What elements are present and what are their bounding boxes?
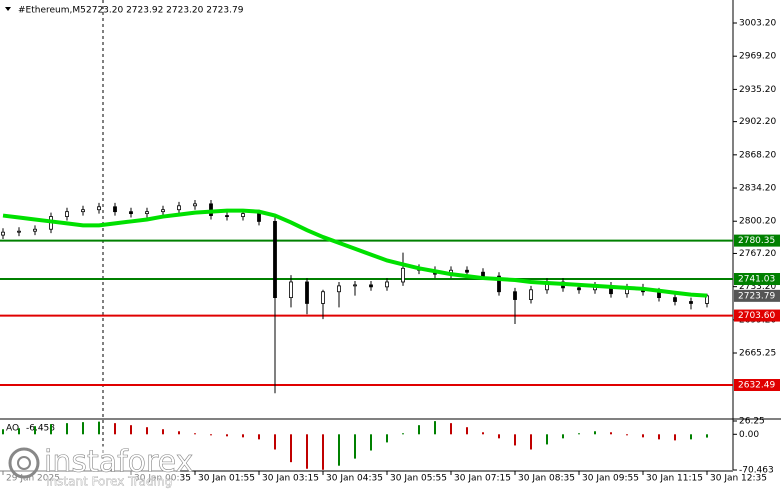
x-tick-label: 30 Jan 03:15: [262, 474, 319, 484]
y-tick-label: 2665.25: [739, 349, 776, 359]
level-label: 2741.03: [738, 275, 775, 285]
candle-body: [369, 284, 373, 288]
candle-body: [305, 281, 309, 304]
candle-body: [113, 206, 117, 213]
y-tick-label: 2834.20: [739, 184, 776, 194]
x-tick-label: 30 Jan 07:15: [454, 474, 511, 484]
candle-body: [273, 221, 277, 298]
candle-body: [97, 206, 101, 211]
ao-tick-label: 26.25: [739, 417, 765, 427]
level-label: 2780.35: [738, 236, 775, 246]
last-price-box: [734, 289, 780, 302]
level-label: 2703.60: [738, 311, 775, 321]
watermark-tagline: Instant Forex Trading: [46, 475, 172, 489]
watermark-bg: [0, 446, 180, 489]
watermark: instaforex Instant Forex Trading: [0, 444, 194, 489]
ao-tick-label: -70.463: [739, 466, 774, 476]
candle-body: [353, 284, 357, 287]
candle-body: [401, 267, 405, 283]
last-price-label: 2723.79: [738, 291, 775, 301]
level-box: [734, 234, 780, 247]
moving-average: [2, 208, 708, 298]
menu-triangle: [5, 7, 11, 11]
level-box: [734, 379, 780, 392]
y-tick-label: 3003.20: [739, 18, 776, 28]
level-label: 2632.49: [738, 381, 775, 391]
candle-body: [1, 231, 5, 236]
x-tick-label: 30 Jan 12:35: [710, 474, 767, 484]
candle-body: [33, 228, 37, 232]
ao-tick-label: 0.00: [739, 430, 759, 440]
y-tick-label: 2733.20: [739, 282, 776, 292]
symbol-title: #Ethereum,M5: [18, 6, 86, 16]
x-tick-label: 30 Jan 08:35: [518, 474, 575, 484]
watermark-brand: instaforex: [44, 445, 193, 480]
y-tick-label: 2935.20: [739, 85, 776, 95]
level-box: [734, 309, 780, 322]
candle-body: [289, 281, 293, 298]
candle-body: [689, 301, 693, 304]
x-tick-label: 30 Jan 01:55: [198, 474, 255, 484]
candle-body: [481, 271, 485, 277]
candle-body: [81, 209, 85, 213]
candle-body: [385, 281, 389, 288]
candle-body: [225, 215, 229, 217]
candle-body: [497, 275, 501, 293]
ao-value: -6.458: [26, 424, 55, 434]
y-tick-label: 2800.20: [739, 217, 776, 227]
candle-body: [673, 297, 677, 302]
x-tick-label: 30 Jan 11:15: [646, 474, 703, 484]
candle-body: [17, 230, 21, 233]
candle-body: [513, 291, 517, 300]
header-prices: 2723.20 2723.92 2723.20 2723.79: [86, 6, 244, 16]
candle-body: [321, 291, 325, 304]
ao-label: AO: [6, 424, 19, 434]
candle-body: [129, 211, 133, 215]
candle-body: [529, 289, 533, 300]
candle-body: [257, 213, 261, 222]
candle-body: [65, 211, 69, 217]
candle-body: [241, 213, 245, 217]
x-tick-label: 30 Jan 04:35: [326, 474, 383, 484]
candle-body: [177, 205, 181, 211]
candle-body: [145, 211, 149, 215]
y-tick-label: 2969.20: [739, 52, 776, 62]
candle-body: [161, 209, 165, 213]
y-tick-label: 2868.20: [739, 150, 776, 160]
candle-body: [577, 287, 581, 291]
x-tick-label: 30 Jan 09:55: [582, 474, 639, 484]
y-tick-label: 2902.20: [739, 117, 776, 127]
y-tick-label: 2767.20: [739, 249, 776, 259]
candle-body: [193, 203, 197, 207]
candle-body: [337, 285, 341, 293]
level-box: [734, 273, 780, 286]
candle-body: [705, 295, 709, 304]
watermark-logo-inner: [17, 456, 31, 470]
candle-body: [465, 269, 469, 273]
watermark-logo: [8, 447, 40, 479]
x-tick-label: 30 Jan 05:55: [390, 474, 447, 484]
